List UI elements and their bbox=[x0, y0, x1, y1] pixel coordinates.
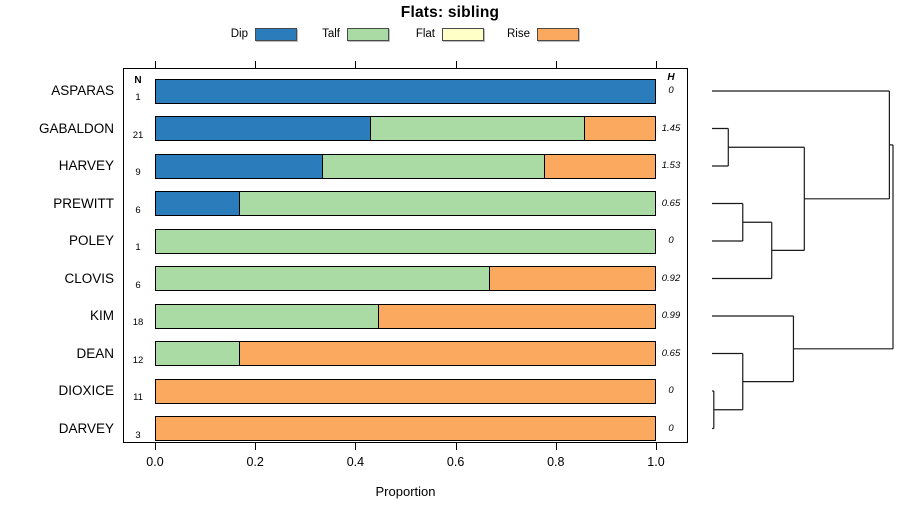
h-column-header: H bbox=[667, 72, 675, 83]
legend-label: Rise bbox=[506, 28, 530, 40]
n-value: 6 bbox=[135, 204, 141, 216]
n-value: 21 bbox=[132, 129, 144, 141]
row-label: KIM bbox=[89, 308, 114, 323]
h-value: 0.99 bbox=[661, 310, 681, 321]
row-label: ASPARAS bbox=[51, 83, 114, 98]
legend-item-dip: Dip bbox=[191, 26, 297, 42]
h-value: 1.53 bbox=[661, 160, 681, 171]
bar-segment-talf bbox=[369, 117, 584, 140]
bar-segment-rise bbox=[544, 154, 655, 178]
h-value: 0.65 bbox=[661, 197, 681, 209]
n-value: 3 bbox=[135, 429, 141, 441]
x-tick-bottom bbox=[355, 443, 357, 450]
bar-segment-dip bbox=[156, 192, 240, 215]
bar-segment-rise bbox=[156, 417, 655, 440]
x-tick-bottom bbox=[255, 443, 257, 450]
bar-row bbox=[155, 228, 656, 254]
n-value: 9 bbox=[135, 167, 141, 178]
x-tick-label: 0.0 bbox=[146, 455, 164, 469]
row-label: HARVEY bbox=[58, 158, 114, 173]
legend-swatch-talf bbox=[347, 27, 389, 41]
x-tick-label: 0.8 bbox=[547, 455, 565, 469]
h-value: 0 bbox=[668, 235, 674, 246]
bar-segment-rise bbox=[488, 267, 655, 290]
x-tick-label: 0.6 bbox=[446, 455, 465, 469]
bar-segment-talf bbox=[239, 192, 655, 215]
x-tick-label: 0.2 bbox=[246, 455, 264, 469]
h-value: 0 bbox=[668, 385, 674, 396]
n-column-header: N bbox=[134, 75, 142, 86]
n-value: 18 bbox=[132, 317, 144, 328]
x-tick-bottom bbox=[455, 443, 457, 450]
bar-segment-talf bbox=[156, 229, 655, 253]
x-tick-bottom bbox=[555, 443, 557, 450]
row-label: POLEY bbox=[68, 233, 114, 248]
bar-row bbox=[155, 153, 656, 179]
legend-swatch-flat bbox=[442, 27, 484, 41]
bar-segment-talf bbox=[322, 154, 545, 178]
bar-row bbox=[155, 416, 656, 441]
x-tick-bottom bbox=[656, 443, 657, 450]
legend-swatch-rise bbox=[537, 27, 579, 41]
bar-segment-dip bbox=[156, 154, 323, 178]
h-value: 1.45 bbox=[661, 122, 681, 134]
bar-row bbox=[155, 303, 656, 329]
x-axis-title: Proportion bbox=[375, 484, 436, 499]
bar-segment-talf bbox=[156, 304, 378, 328]
n-value: 6 bbox=[135, 279, 141, 291]
bar-segment-rise bbox=[239, 342, 655, 365]
row-label: DARVEY bbox=[58, 420, 114, 436]
row-label: PREWITT bbox=[53, 195, 114, 211]
x-tick-bottom bbox=[155, 443, 156, 450]
h-value: 0.92 bbox=[661, 272, 681, 284]
h-value: 0 bbox=[668, 85, 674, 96]
bar-row bbox=[155, 78, 656, 104]
bar-segment-talf bbox=[156, 342, 240, 365]
x-tick-label: 1.0 bbox=[647, 455, 665, 469]
legend-swatch-dip bbox=[255, 27, 297, 41]
bar-segment-rise bbox=[156, 379, 655, 403]
row-label: DIOXICE bbox=[58, 383, 114, 398]
legend-label: Flat bbox=[415, 28, 435, 40]
x-tick-top bbox=[155, 61, 156, 68]
bar-row bbox=[155, 378, 656, 404]
row-label: GABALDON bbox=[38, 120, 114, 136]
bar-row bbox=[155, 191, 656, 216]
legend-item-talf: Talf bbox=[283, 26, 389, 42]
bar-segment-dip bbox=[156, 117, 370, 140]
legend-item-flat: Flat bbox=[378, 26, 484, 42]
bar-segment-rise bbox=[583, 117, 655, 140]
bar-row bbox=[155, 341, 656, 366]
n-value: 11 bbox=[133, 392, 143, 403]
n-value: 1 bbox=[135, 242, 141, 253]
x-tick-label: 0.4 bbox=[346, 455, 365, 469]
bar-row bbox=[155, 116, 656, 141]
h-value: 0.65 bbox=[661, 347, 681, 359]
row-label: DEAN bbox=[76, 345, 114, 361]
bar-segment-dip bbox=[156, 79, 655, 103]
x-tick-top bbox=[555, 61, 557, 68]
legend-label: Dip bbox=[230, 28, 248, 40]
bar-segment-talf bbox=[156, 267, 489, 290]
n-value: 1 bbox=[135, 92, 141, 103]
h-value: 0 bbox=[668, 422, 674, 434]
legend-label: Talf bbox=[322, 28, 340, 40]
bar-segment-rise bbox=[377, 304, 655, 328]
chart-title: Flats: sibling bbox=[400, 4, 500, 21]
x-tick-top bbox=[255, 61, 257, 68]
x-tick-top bbox=[355, 61, 357, 68]
n-value: 12 bbox=[132, 354, 144, 366]
legend-item-rise: Rise bbox=[473, 26, 579, 42]
bar-row bbox=[155, 266, 656, 291]
x-tick-top bbox=[455, 61, 457, 68]
row-label: CLOVIS bbox=[64, 270, 114, 286]
x-tick-top bbox=[656, 61, 657, 68]
